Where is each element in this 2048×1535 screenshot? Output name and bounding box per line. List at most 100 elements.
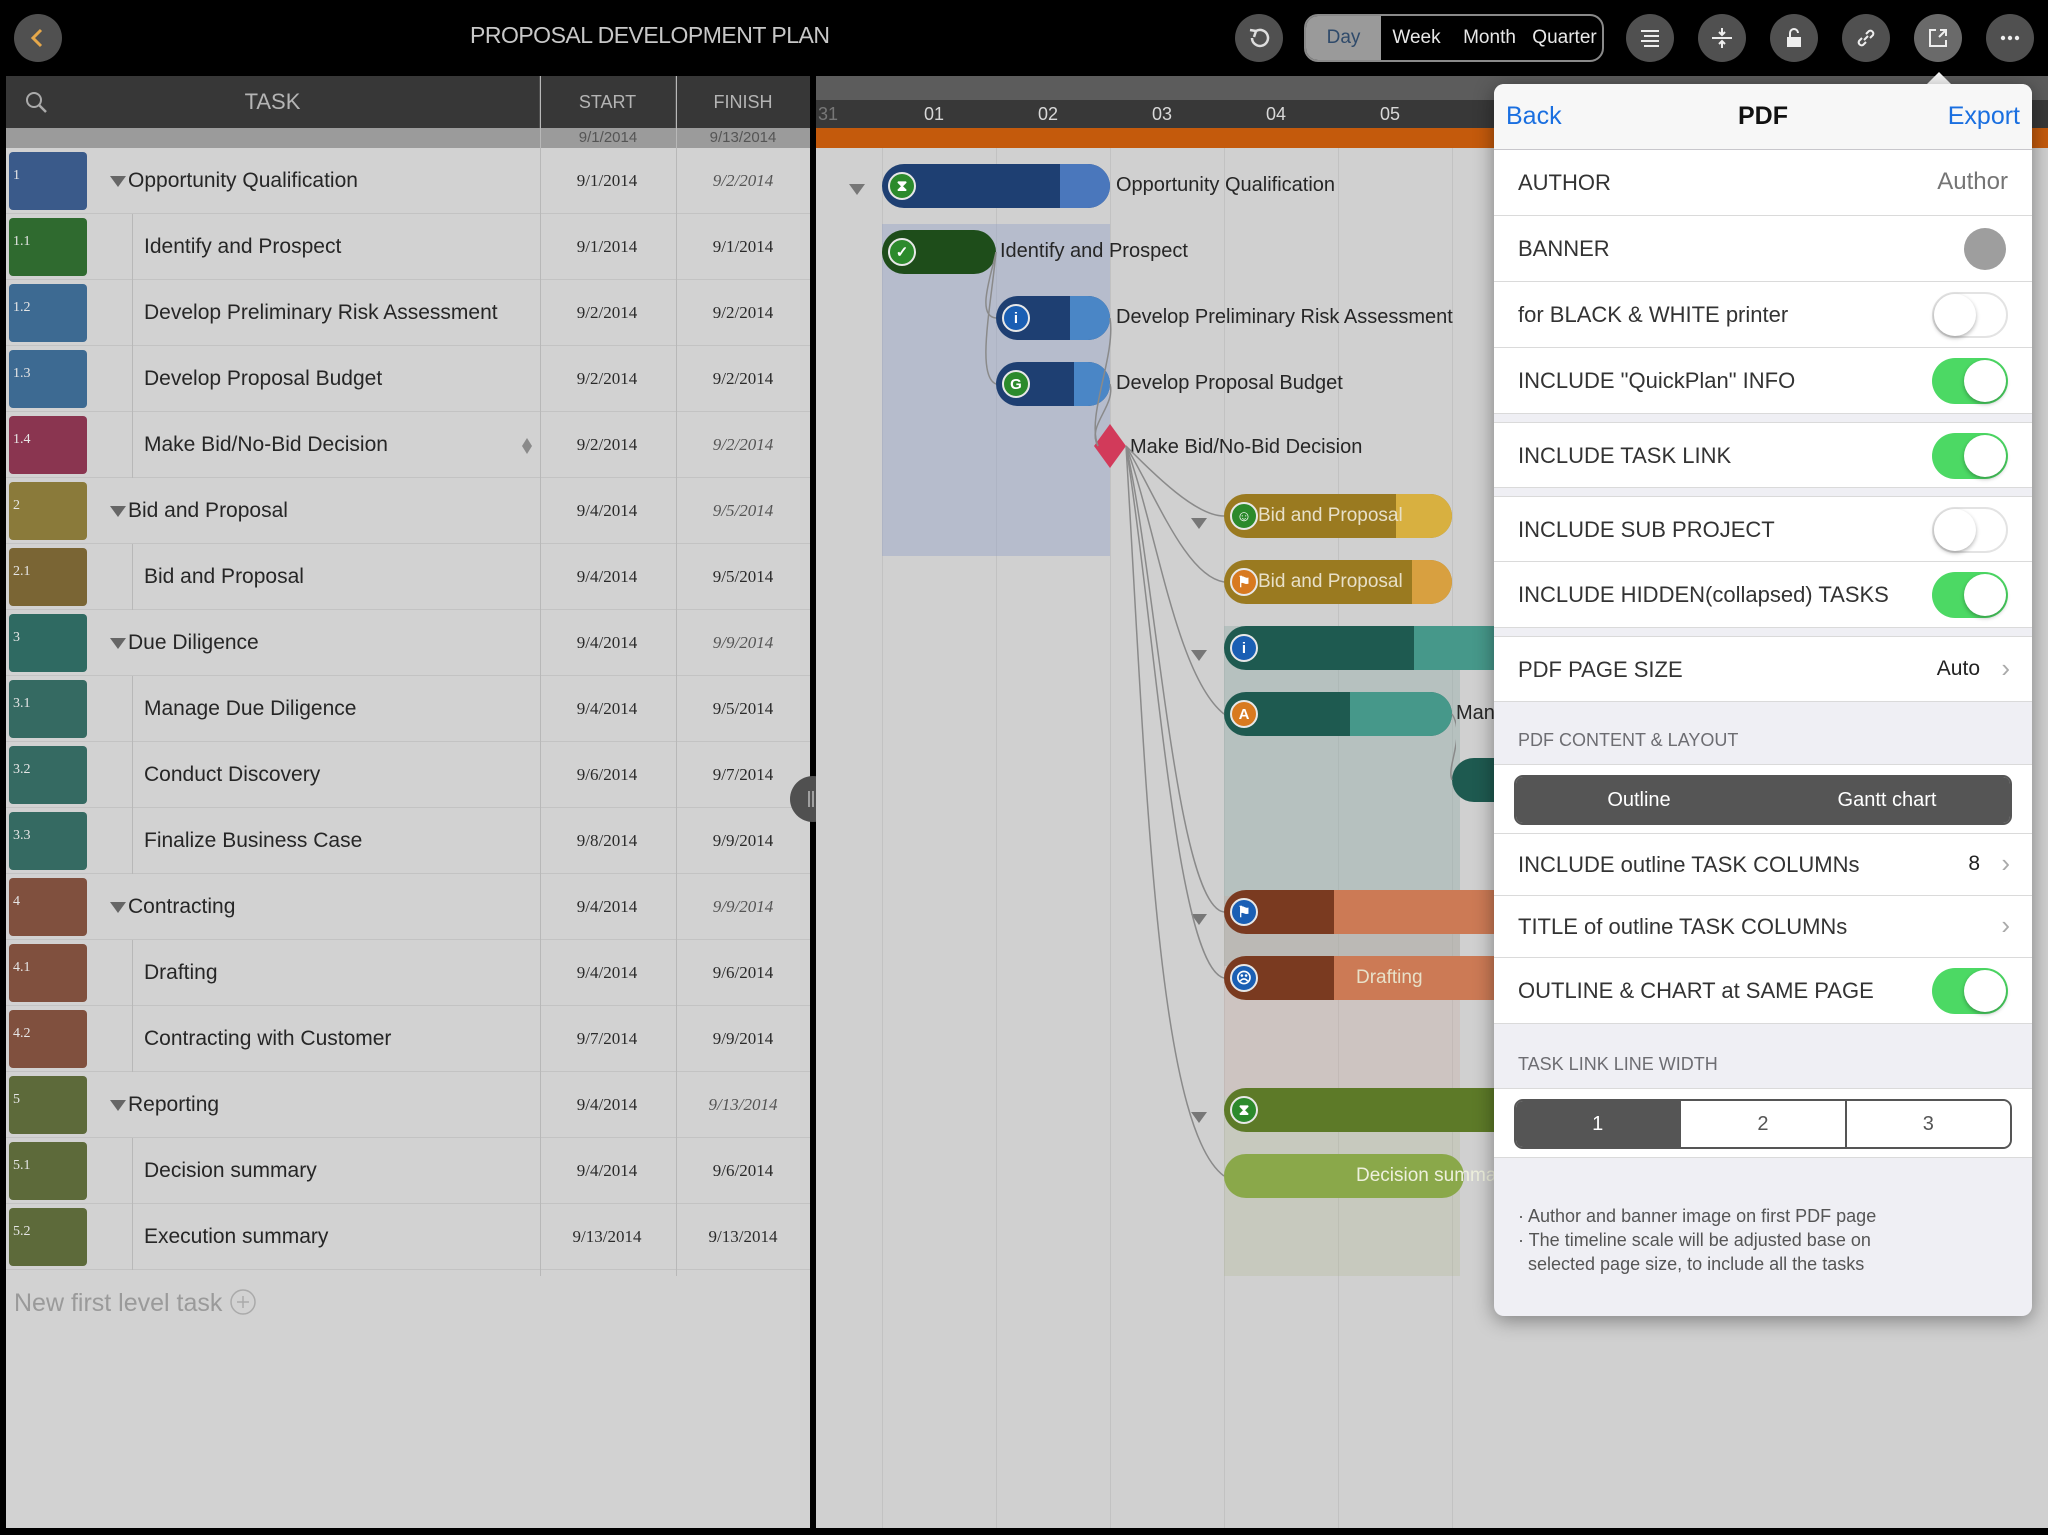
collapse-triangle-icon[interactable] — [110, 638, 126, 649]
task-row[interactable]: 1.1 Identify and Prospect 9/1/2014 9/1/2014 — [6, 214, 810, 280]
task-row[interactable]: 2 Bid and Proposal 9/4/2014 9/5/2014 — [6, 478, 810, 544]
search-icon[interactable] — [24, 90, 50, 116]
task-finish-date[interactable]: 9/9/2014 — [712, 831, 774, 850]
task-name[interactable]: Bid and Proposal — [144, 565, 304, 588]
gantt-task-bar[interactable]: ☺ — [1224, 494, 1452, 538]
task-start-date[interactable]: 9/4/2014 — [576, 963, 638, 982]
task-number-badge[interactable]: 2.1 — [9, 548, 87, 606]
share-button[interactable] — [1914, 14, 1962, 62]
undo-button[interactable] — [1235, 14, 1283, 62]
line-width-3[interactable]: 3 — [1846, 1101, 2010, 1147]
milestone-diamond[interactable] — [1092, 424, 1128, 468]
task-finish-date[interactable]: 9/1/2014 — [712, 237, 774, 256]
task-name[interactable]: Make Bid/No-Bid Decision — [144, 433, 388, 456]
collapse-triangle-icon[interactable] — [110, 1100, 126, 1111]
task-finish-date[interactable]: 9/13/2014 — [708, 1095, 778, 1114]
line-width-1[interactable]: 1 — [1516, 1101, 1682, 1147]
task-start-date[interactable]: 9/4/2014 — [576, 897, 638, 916]
task-start-date[interactable]: 9/7/2014 — [576, 1029, 638, 1048]
task-finish-date[interactable]: 9/6/2014 — [712, 1161, 774, 1180]
task-name[interactable]: Conduct Discovery — [144, 763, 321, 786]
task-finish-date[interactable]: 9/7/2014 — [712, 765, 774, 784]
link-button[interactable] — [1842, 14, 1890, 62]
gantt-task-bar[interactable]: ⧗ — [1224, 1088, 1524, 1132]
hidden-tasks-toggle[interactable] — [1932, 572, 2008, 618]
task-finish-date[interactable]: 9/9/2014 — [712, 633, 774, 652]
task-start-date[interactable]: 9/1/2014 — [576, 237, 638, 256]
task-finish-date[interactable]: 9/13/2014 — [708, 1227, 778, 1246]
task-row[interactable]: 1.2 Develop Preliminary Risk Assessment 9/… — [6, 280, 810, 346]
task-name[interactable]: Contracting — [128, 895, 236, 918]
quickplan-info-toggle[interactable] — [1932, 358, 2008, 404]
task-row[interactable]: 3.3 Finalize Business Case 9/8/2014 9/9/201… — [6, 808, 810, 874]
task-name[interactable]: Manage Due Diligence — [144, 697, 357, 720]
more-button[interactable] — [1986, 14, 2034, 62]
same-page-toggle[interactable] — [1932, 968, 2008, 1014]
title-columns-row[interactable]: TITLE of outline TASK COLUMNs › — [1494, 896, 2032, 958]
line-width-2[interactable]: 2 — [1681, 1101, 1847, 1147]
scale-month[interactable]: Month — [1463, 27, 1516, 48]
task-name[interactable]: Identify and Prospect — [144, 235, 342, 258]
task-row[interactable]: 5.1 Decision summary 9/4/2014 9/6/2014 — [6, 1138, 810, 1204]
task-name[interactable]: Decision summary — [144, 1159, 317, 1182]
task-start-date[interactable]: 9/4/2014 — [576, 567, 638, 586]
task-row[interactable]: 4.2 Contracting with Customer 9/7/2014 9/9/… — [6, 1006, 810, 1072]
author-row[interactable]: AUTHOR — [1494, 150, 2032, 216]
task-row[interactable]: 4.1 Drafting 9/4/2014 9/6/2014 — [6, 940, 810, 1006]
task-row[interactable]: 1.4 Make Bid/No-Bid Decision 9/2/2014 9/2/2… — [6, 412, 810, 478]
task-start-date[interactable]: 9/4/2014 — [576, 1161, 638, 1180]
content-gantt-option[interactable]: Gantt chart — [1764, 777, 2010, 823]
scale-week[interactable]: Week — [1392, 27, 1441, 48]
task-number-badge[interactable]: 2 — [9, 482, 87, 540]
task-name[interactable]: Execution summary — [144, 1225, 329, 1248]
task-finish-date[interactable]: 9/5/2014 — [712, 567, 774, 586]
align-button[interactable] — [1626, 14, 1674, 62]
task-number-badge[interactable]: 5.1 — [9, 1142, 87, 1200]
task-name[interactable]: Develop Preliminary Risk Assessment — [144, 301, 498, 324]
task-number-badge[interactable]: 3.2 — [9, 746, 87, 804]
sub-project-toggle[interactable] — [1932, 507, 2008, 553]
task-start-date[interactable]: 9/4/2014 — [576, 501, 638, 520]
new-task-row[interactable]: New first level task — [14, 1288, 257, 1318]
gantt-task-bar[interactable]: ⧗ — [882, 164, 1110, 208]
collapse-triangle-icon[interactable] — [110, 506, 126, 517]
task-row[interactable]: 3.1 Manage Due Diligence 9/4/2014 9/5/2014 — [6, 676, 810, 742]
task-number-badge[interactable]: 5.2 — [9, 1208, 87, 1266]
lock-button[interactable] — [1770, 14, 1818, 62]
task-number-badge[interactable]: 4 — [9, 878, 87, 936]
task-start-date[interactable]: 9/2/2014 — [576, 369, 638, 388]
collapse-triangle-icon[interactable] — [110, 902, 126, 913]
collapse-triangle-icon[interactable] — [1191, 650, 1207, 661]
gantt-task-bar[interactable]: G — [996, 362, 1110, 406]
task-row[interactable]: 3.2 Conduct Discovery 9/6/2014 9/7/2014 — [6, 742, 810, 808]
task-link-toggle[interactable] — [1932, 433, 2008, 479]
task-row[interactable]: 5.2 Execution summary 9/13/2014 9/13/2014 — [6, 1204, 810, 1270]
task-number-badge[interactable]: 3.1 — [9, 680, 87, 738]
task-number-badge[interactable]: 1.4 — [9, 416, 87, 474]
task-finish-date[interactable]: 9/2/2014 — [712, 171, 774, 190]
task-columns-row[interactable]: INCLUDE outline TASK COLUMNs 8 › — [1494, 834, 2032, 896]
finish-column-header[interactable]: FINISH — [713, 91, 773, 112]
task-finish-date[interactable]: 9/2/2014 — [712, 303, 774, 322]
collapse-triangle-icon[interactable] — [1191, 914, 1207, 925]
collapse-triangle-icon[interactable] — [1191, 1112, 1207, 1123]
task-finish-date[interactable]: 9/9/2014 — [712, 1029, 774, 1048]
author-input[interactable] — [1788, 164, 2008, 200]
task-row[interactable]: 1.3 Develop Proposal Budget 9/2/2014 9/2/20… — [6, 346, 810, 412]
task-start-date[interactable]: 9/2/2014 — [576, 435, 638, 454]
collapse-triangle-icon[interactable] — [1191, 518, 1207, 529]
export-button[interactable]: Export — [1947, 102, 2020, 130]
task-name[interactable]: Bid and Proposal — [128, 499, 288, 522]
task-number-badge[interactable]: 1.1 — [9, 218, 87, 276]
gantt-task-bar[interactable]: ✓ — [882, 230, 996, 274]
page-size-row[interactable]: PDF PAGE SIZE Auto › — [1494, 636, 2032, 702]
task-number-badge[interactable]: 3.3 — [9, 812, 87, 870]
task-column-header[interactable]: TASK — [6, 76, 540, 128]
task-finish-date[interactable]: 9/2/2014 — [712, 369, 774, 388]
task-name[interactable]: Opportunity Qualification — [128, 169, 358, 192]
task-number-badge[interactable]: 1.3 — [9, 350, 87, 408]
banner-row[interactable]: BANNER — [1494, 216, 2032, 282]
task-start-date[interactable]: 9/13/2014 — [572, 1227, 642, 1246]
task-finish-date[interactable]: 9/2/2014 — [712, 435, 774, 454]
task-row[interactable]: 2.1 Bid and Proposal 9/4/2014 9/5/2014 — [6, 544, 810, 610]
